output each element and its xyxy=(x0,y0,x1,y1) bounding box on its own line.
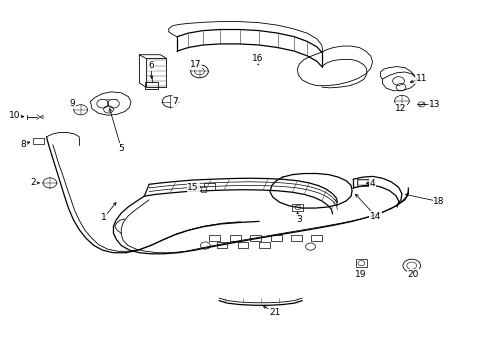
Text: 16: 16 xyxy=(252,54,264,63)
FancyBboxPatch shape xyxy=(204,183,215,190)
FancyBboxPatch shape xyxy=(237,242,248,248)
FancyBboxPatch shape xyxy=(229,235,240,241)
Text: 9: 9 xyxy=(69,99,75,108)
FancyBboxPatch shape xyxy=(356,179,368,186)
Text: 8: 8 xyxy=(20,140,26,149)
FancyBboxPatch shape xyxy=(355,259,366,267)
FancyBboxPatch shape xyxy=(358,180,367,185)
Text: 3: 3 xyxy=(296,215,302,224)
Text: 5: 5 xyxy=(118,144,124,153)
Text: 12: 12 xyxy=(394,104,406,113)
FancyBboxPatch shape xyxy=(33,138,44,144)
Text: 1: 1 xyxy=(101,213,106,222)
Text: 10: 10 xyxy=(9,112,20,120)
Text: 6: 6 xyxy=(148,61,154,70)
FancyBboxPatch shape xyxy=(216,242,227,248)
Text: 20: 20 xyxy=(407,270,418,279)
Text: 4: 4 xyxy=(369,179,375,188)
Text: 7: 7 xyxy=(172,97,178,106)
Text: 13: 13 xyxy=(427,100,439,109)
FancyBboxPatch shape xyxy=(270,235,281,241)
Text: 2: 2 xyxy=(30,179,36,188)
Text: 14: 14 xyxy=(369,212,381,220)
Text: 15: 15 xyxy=(187,184,199,193)
Text: 21: 21 xyxy=(268,308,280,317)
FancyBboxPatch shape xyxy=(259,242,269,248)
FancyBboxPatch shape xyxy=(209,235,220,241)
FancyBboxPatch shape xyxy=(310,235,321,241)
Text: 19: 19 xyxy=(354,270,366,279)
FancyBboxPatch shape xyxy=(291,235,302,241)
FancyBboxPatch shape xyxy=(144,82,158,89)
FancyBboxPatch shape xyxy=(292,204,303,211)
Text: 11: 11 xyxy=(415,74,427,83)
FancyBboxPatch shape xyxy=(201,187,206,192)
Text: 17: 17 xyxy=(189,60,201,69)
Text: 18: 18 xyxy=(432,197,444,206)
FancyBboxPatch shape xyxy=(250,235,261,241)
